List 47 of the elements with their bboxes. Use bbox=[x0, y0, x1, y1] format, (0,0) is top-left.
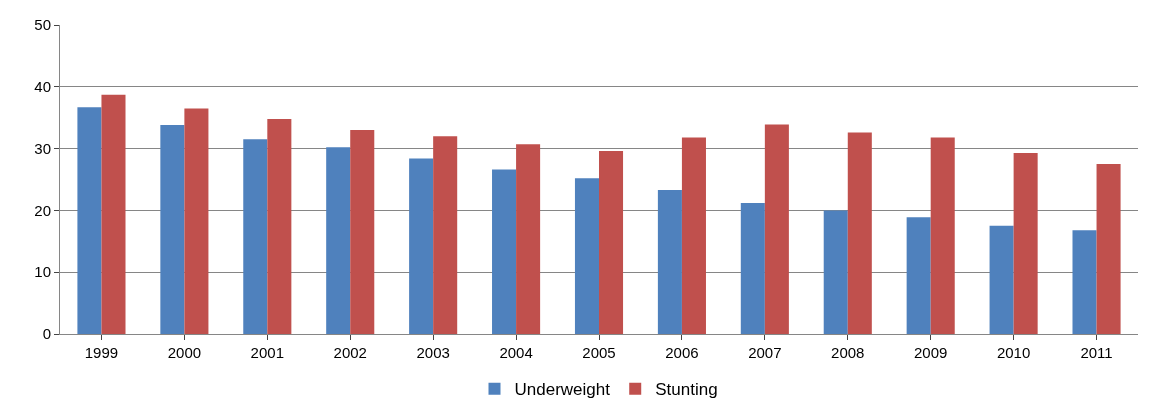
x-tick-label: 2007 bbox=[748, 344, 782, 361]
bar bbox=[847, 132, 872, 334]
bar bbox=[267, 118, 292, 334]
bar bbox=[574, 178, 599, 334]
bar bbox=[740, 202, 765, 334]
bar bbox=[409, 158, 434, 334]
bar bbox=[1072, 230, 1097, 334]
bar bbox=[243, 139, 268, 334]
legend-label: Stunting bbox=[655, 380, 718, 400]
bar bbox=[160, 125, 185, 334]
x-tick-label: 2005 bbox=[582, 344, 616, 361]
bar bbox=[101, 94, 126, 334]
bar bbox=[1096, 164, 1121, 334]
bar bbox=[989, 225, 1014, 334]
x-tick-label: 2004 bbox=[499, 344, 533, 361]
x-tick-label: 2002 bbox=[333, 344, 367, 361]
x-tick-label: 1999 bbox=[84, 344, 119, 361]
x-tick-label: 2009 bbox=[914, 344, 948, 361]
bar bbox=[350, 130, 375, 334]
bar bbox=[681, 137, 706, 334]
bar bbox=[184, 108, 209, 334]
bar bbox=[516, 144, 541, 334]
y-tick-label: 10 bbox=[34, 263, 51, 281]
y-tick-label: 50 bbox=[34, 16, 51, 34]
bar bbox=[433, 136, 458, 334]
x-tick-label: 2001 bbox=[250, 344, 284, 361]
y-tick-label: 30 bbox=[34, 139, 51, 157]
x-tick-label: 2010 bbox=[996, 344, 1031, 361]
bar bbox=[326, 147, 351, 334]
x-tick-label: 2011 bbox=[1080, 344, 1113, 361]
x-tick-label: 2008 bbox=[831, 344, 865, 361]
y-tick-label: 20 bbox=[34, 201, 51, 219]
bar bbox=[599, 151, 624, 334]
bar bbox=[77, 107, 102, 334]
bar bbox=[1013, 152, 1038, 334]
bar bbox=[492, 169, 517, 334]
x-tick-label: 2006 bbox=[665, 344, 699, 361]
bar bbox=[764, 124, 789, 334]
y-tick-label: 0 bbox=[42, 325, 51, 343]
bar bbox=[906, 217, 931, 334]
bar bbox=[930, 137, 955, 334]
x-tick-label: 2000 bbox=[167, 344, 202, 361]
x-tick-label: 2003 bbox=[416, 344, 450, 361]
legend-label: Underweight bbox=[514, 380, 611, 400]
bar bbox=[657, 190, 682, 334]
y-tick-label: 40 bbox=[34, 78, 51, 96]
bar bbox=[823, 210, 848, 334]
